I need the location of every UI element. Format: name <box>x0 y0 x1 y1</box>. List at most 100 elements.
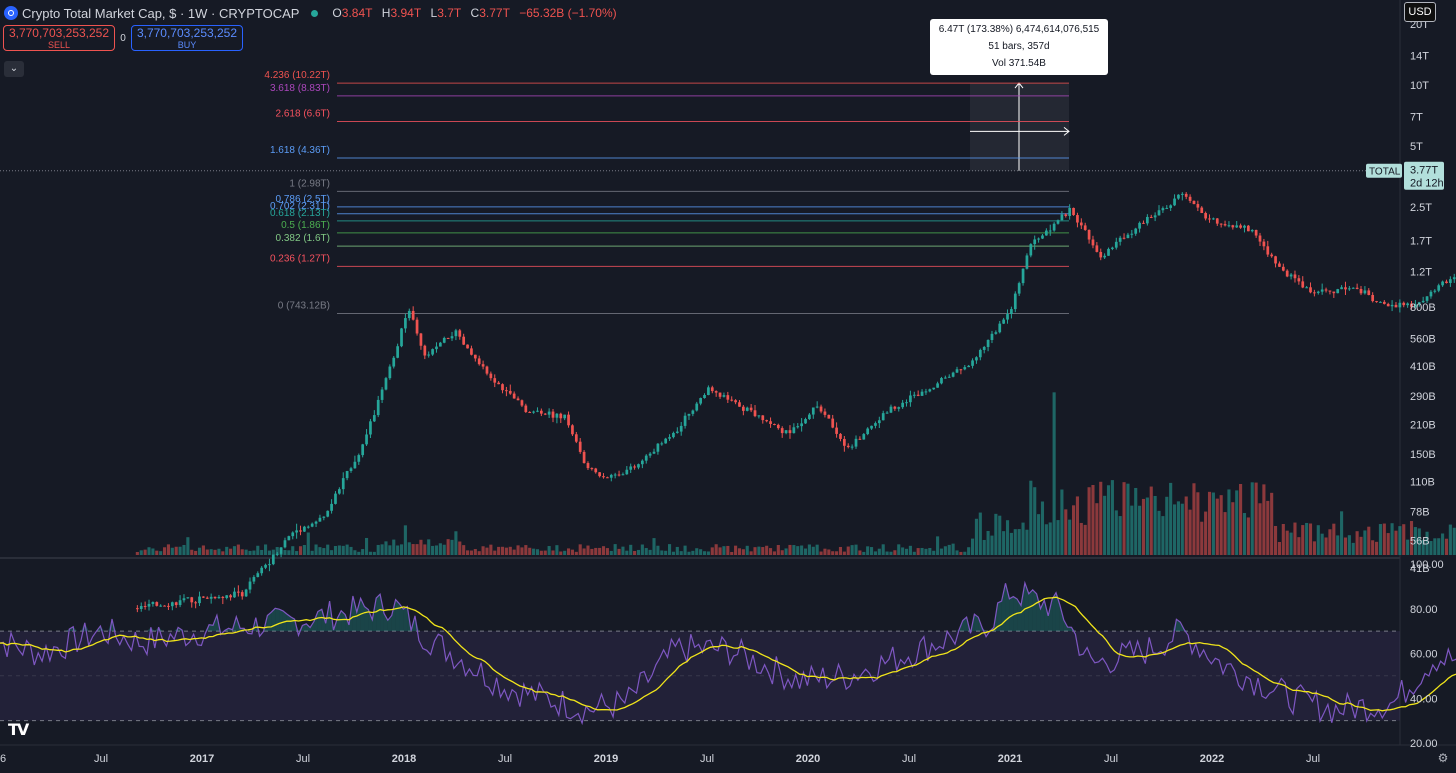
candle-body <box>345 470 349 479</box>
candle-body <box>944 377 947 379</box>
candle-body <box>1316 291 1320 293</box>
candle-body <box>1324 289 1328 291</box>
candle-body <box>567 414 570 426</box>
candle-body <box>582 451 586 464</box>
volume-bar <box>590 548 594 555</box>
volume-bar <box>1211 492 1215 555</box>
volume-bar <box>291 546 295 555</box>
candle-body <box>1452 277 1456 280</box>
volume-bar <box>380 544 384 555</box>
price-tick-label: 560B <box>1410 333 1436 345</box>
candle-body <box>1266 246 1270 255</box>
candle-body <box>722 395 726 397</box>
volume-bar <box>897 544 901 555</box>
volume-bar <box>434 545 439 555</box>
volume-bar <box>1215 498 1219 555</box>
volume-bar <box>687 551 691 555</box>
volume-bar <box>1161 516 1165 555</box>
fib-retracement[interactable]: 4.236 (10.22T) 3.618 (8.83T) 2.618 (6.6T) 1… <box>264 70 1069 314</box>
symbol-title[interactable]: Crypto Total Market Cap, $ · 1W · CRYPTO… <box>22 5 300 21</box>
volume-bar <box>302 545 306 555</box>
candle-body <box>524 405 528 412</box>
rsi-overbought-fill <box>997 601 1002 632</box>
volume-bar <box>578 544 582 555</box>
candle-body <box>209 596 213 599</box>
symbol-header[interactable]: Crypto Total Market Cap, $ · 1W · CRYPTO… <box>4 4 623 22</box>
candle-body <box>458 330 462 337</box>
volume-bar <box>174 546 178 555</box>
candle-body <box>897 407 901 409</box>
volume-bar <box>974 518 978 555</box>
volume-bar <box>780 550 784 555</box>
candle-body <box>800 423 803 427</box>
volume-bar <box>866 546 870 555</box>
candle-body <box>656 443 660 452</box>
candle-body <box>1114 241 1118 248</box>
volume-bar <box>1363 530 1367 555</box>
volume-bar <box>982 539 986 555</box>
candle-body <box>268 564 271 566</box>
volume-bar <box>563 550 567 555</box>
volume-bar <box>1239 484 1243 555</box>
candle-body <box>951 372 955 377</box>
volume-bar <box>376 544 380 555</box>
rsi-overbought-fill <box>65 629 70 632</box>
candle-body <box>481 364 485 367</box>
candle-body <box>866 428 870 435</box>
time-tick-label: 2021 <box>998 753 1022 765</box>
candle-body <box>1433 290 1437 292</box>
volume-bar <box>298 546 303 555</box>
candle-body <box>559 413 563 419</box>
candle-body <box>815 406 819 408</box>
candle-body <box>493 378 497 383</box>
candle-body <box>279 547 283 554</box>
volume-bar <box>1371 540 1375 555</box>
volume-bar <box>1223 512 1227 555</box>
candle-body <box>660 443 664 445</box>
candle-body <box>1406 303 1409 306</box>
candle-body <box>1212 218 1215 220</box>
candle-body <box>1142 222 1145 224</box>
candle-body <box>854 438 858 447</box>
tradingview-logo-icon[interactable]: TV <box>8 720 29 739</box>
volume-bar <box>1250 482 1254 555</box>
volume-bar <box>671 551 675 555</box>
volume-bar <box>912 551 916 555</box>
candle-body <box>1196 204 1200 208</box>
volume-bar <box>815 544 819 555</box>
candle-body <box>858 438 862 440</box>
measure-tool[interactable] <box>970 82 1070 171</box>
buy-button[interactable]: 3,770,703,253,252 BUY <box>131 25 243 51</box>
volume-bar <box>372 551 376 555</box>
volume-bar <box>994 513 998 555</box>
candle-body <box>291 532 295 537</box>
candle-body <box>971 360 974 366</box>
candle-body <box>194 602 197 604</box>
chevron-down-icon[interactable]: ⌄ <box>4 61 24 77</box>
candle-body <box>870 425 873 429</box>
volume-bar <box>473 549 477 555</box>
fib-label: 0.236 (1.27T) <box>270 253 330 264</box>
volume-bar <box>1398 526 1402 555</box>
bar-countdown: 2d 12h <box>1410 178 1444 190</box>
volume-bar <box>1126 483 1130 555</box>
candle-body <box>652 451 656 454</box>
volume-bar <box>570 549 574 555</box>
volume-bar <box>170 547 174 555</box>
candle-body <box>881 413 885 421</box>
gear-icon[interactable]: ⚙ <box>1437 751 1449 765</box>
currency-selector[interactable]: USD <box>1404 2 1436 22</box>
volume-bar <box>1351 542 1355 555</box>
candle-body <box>136 608 139 610</box>
candle-body <box>260 567 264 574</box>
rsi-overbought-fill <box>181 630 186 632</box>
volume-bar <box>1134 487 1138 555</box>
candle-body <box>745 407 749 411</box>
volume-bar <box>209 549 213 555</box>
candle-body <box>1359 288 1363 294</box>
rsi-overbought-fill <box>1044 600 1049 632</box>
sell-button[interactable]: 3,770,703,253,252 SELL <box>3 25 115 51</box>
volume-bar <box>306 532 310 555</box>
candle-body <box>1351 287 1355 289</box>
